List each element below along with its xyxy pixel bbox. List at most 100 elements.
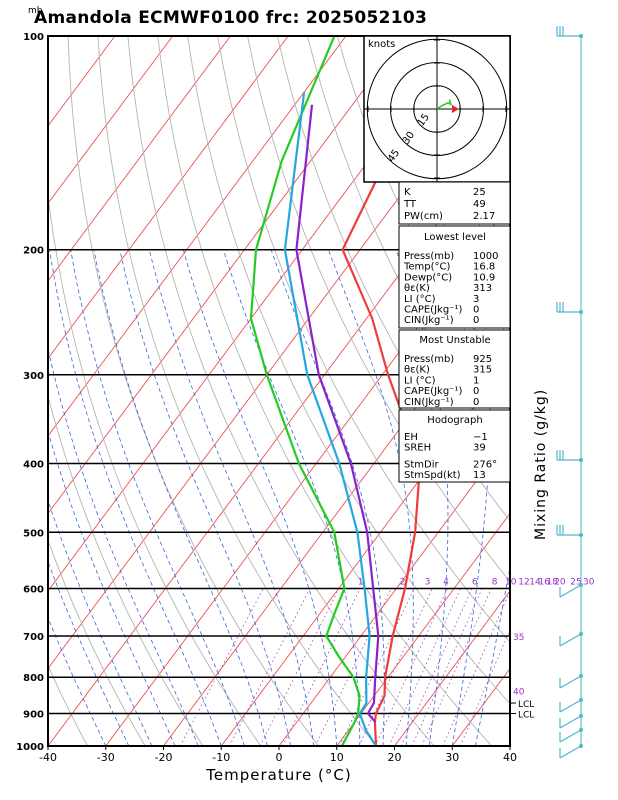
dry-adiabat-line — [127, 36, 435, 746]
info-row-value: 0 — [473, 397, 479, 408]
virtual-parcel-profile — [295, 104, 380, 723]
temperature-tick-label: -30 — [97, 751, 115, 764]
temperature-tick-label: 30 — [445, 751, 459, 764]
isotherm-line — [278, 435, 510, 746]
lcl-label: LCL — [518, 700, 534, 710]
mixing-ratio-line — [259, 588, 340, 746]
mixing-ratio-label: 1 — [358, 577, 364, 587]
temperature-tick-label: 0 — [276, 751, 283, 764]
hodograph-stats-box — [398, 409, 511, 483]
wind-barb-shaft — [559, 675, 582, 689]
info-row-label: Press(mb) — [404, 251, 454, 262]
pressure-tick-label: 100 — [23, 32, 44, 43]
info-row-value: 313 — [473, 283, 492, 294]
isotherm-line — [336, 512, 510, 746]
most-unstable-box — [398, 329, 511, 409]
wind-barb — [559, 728, 583, 743]
wind-barb-shaft — [559, 715, 582, 729]
info-row-label: Press(mb) — [404, 354, 454, 365]
info-row-label: Temp(°C) — [403, 262, 451, 273]
mixing-ratio-line — [442, 590, 510, 746]
temperature-tick-label: -20 — [155, 751, 173, 764]
info-row-label: θε(K) — [404, 283, 430, 294]
isotherm-line — [48, 36, 289, 360]
dewpoint-profile — [249, 36, 361, 746]
dry-adiabat-line — [67, 36, 319, 746]
wind-barb — [559, 632, 583, 647]
parcel-profile — [283, 92, 377, 746]
info-row-label: CIN(Jkg⁻¹) — [404, 397, 454, 408]
moist-adiabat-line — [48, 429, 176, 746]
dry-adiabat-line — [517, 36, 618, 746]
dry-adiabat-line — [48, 664, 88, 746]
pressure-tick-label: 600 — [23, 584, 44, 595]
isotherm-line — [568, 36, 618, 746]
moist-adiabat-line — [395, 249, 449, 746]
storm-motion-marker — [452, 105, 459, 113]
mixing-ratio-label: 8 — [492, 577, 498, 587]
info-row-label: LI (°C) — [404, 294, 436, 305]
temperature-tick-label: 20 — [388, 751, 402, 764]
dry-adiabat-line — [547, 36, 618, 746]
wind-barb-shaft — [559, 745, 582, 759]
temperature-tick-label: -10 — [212, 751, 230, 764]
mixing-ratio-line — [374, 588, 448, 746]
info-row-label: Dewp(°C) — [404, 272, 452, 283]
wind-barb — [556, 525, 583, 537]
mixing-ratio-label: 14 — [529, 577, 541, 587]
dry-adiabat-line — [607, 36, 618, 746]
dry-adiabat-line — [217, 36, 510, 644]
moist-adiabat-line — [183, 249, 338, 746]
mixing-ratio-label: 2 — [400, 577, 406, 587]
isotherm-line — [48, 36, 347, 437]
dry-adiabat-line — [48, 191, 262, 746]
moist-adiabat-line — [119, 249, 291, 746]
info-row-value: 13 — [473, 470, 486, 481]
pressure-unit-label: mb — [28, 6, 43, 16]
wind-barb-shaft — [559, 584, 582, 598]
hodograph-trace — [436, 99, 453, 110]
pressure-tick-label: 200 — [23, 246, 44, 257]
hodograph-stats-heading: Hodograph — [427, 415, 482, 426]
pressure-tick-label: 300 — [23, 371, 44, 382]
mixing-ratio-label: 16 — [539, 577, 551, 587]
moist-adiabat-line — [48, 499, 153, 746]
mixing-ratio-label: 6 — [472, 577, 478, 587]
mixing-ratio-label: 25 — [570, 577, 581, 587]
dry-adiabat-line — [276, 36, 510, 522]
wind-barb-shaft — [559, 633, 582, 647]
info-row-value: 925 — [473, 354, 492, 365]
pressure-tick-label: 500 — [23, 528, 44, 539]
temperature-tick-label: 10 — [330, 751, 344, 764]
pressure-tick-label: 800 — [23, 673, 44, 684]
pressure-tick-label: 700 — [23, 632, 44, 643]
info-row-value: 0 — [473, 386, 479, 397]
mixing-ratio-line — [460, 628, 510, 746]
mixing-ratio-line — [411, 588, 483, 746]
mixing-ratio-line — [400, 588, 473, 746]
info-row-label: LI (°C) — [404, 375, 436, 386]
info-row-label: CAPE(Jkg⁻¹) — [404, 305, 462, 316]
lowest-level-heading: Lowest level — [424, 232, 486, 243]
isotherm-line — [105, 202, 510, 746]
info-row-label: SREH — [404, 443, 431, 454]
info-row-value: 39 — [473, 443, 486, 454]
dry-adiabat-line — [157, 36, 493, 746]
moist-adiabat-line — [93, 249, 268, 746]
info-row-label: CAPE(Jkg⁻¹) — [404, 386, 462, 397]
dry-adiabat-line — [247, 36, 510, 583]
mixing-ratio-label: 18 — [547, 577, 559, 587]
moist-adiabat-line — [475, 564, 510, 746]
info-row-label: θε(K) — [404, 365, 430, 376]
chart-title: Amandola ECMWF0100 frc: 2025052103 — [34, 8, 428, 28]
k-label: K — [404, 187, 411, 198]
mixing-ratio-line — [421, 588, 492, 746]
moist-adiabat-line — [48, 347, 199, 746]
isotherm-line — [509, 745, 510, 746]
tt-value: 49 — [473, 199, 486, 210]
mixing-ratio-label: 3 — [425, 577, 431, 587]
info-row-value: −1 — [473, 432, 488, 443]
info-row-value: 1 — [473, 375, 479, 386]
dry-adiabat-line — [97, 36, 377, 746]
